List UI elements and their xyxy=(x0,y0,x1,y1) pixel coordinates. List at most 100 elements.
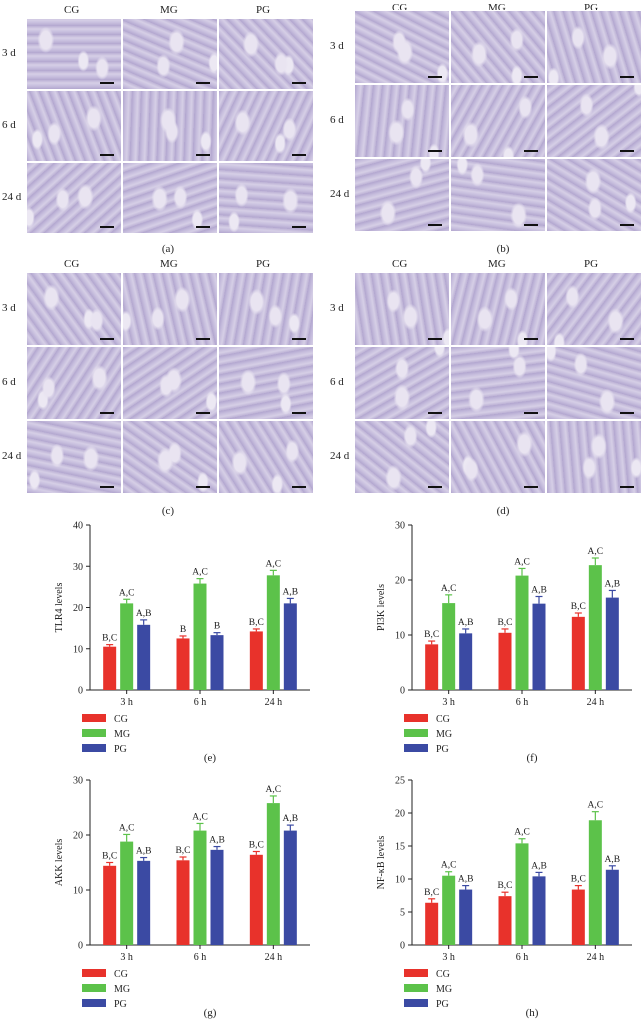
legend-swatch xyxy=(82,984,106,992)
scale-bar xyxy=(428,486,442,488)
bar-pg xyxy=(532,876,546,945)
row-label: 3 d xyxy=(330,40,344,52)
legend-swatch xyxy=(82,714,106,722)
significance-label: A,C xyxy=(514,828,530,838)
bar-pg xyxy=(283,830,297,945)
row-label: 24 d xyxy=(330,188,350,200)
legend-label: CG xyxy=(114,714,128,725)
bar-pg xyxy=(459,633,473,690)
legend-swatch xyxy=(404,744,428,752)
significance-label: A,B xyxy=(283,814,299,824)
bar-cg xyxy=(425,644,439,690)
legend-label: CG xyxy=(436,969,450,980)
bar-pg xyxy=(137,860,151,945)
significance-label: A,C xyxy=(588,801,604,811)
micrograph-tile xyxy=(450,84,546,158)
scale-bar xyxy=(100,412,114,414)
bar-mg xyxy=(266,575,280,690)
micrograph-tile xyxy=(26,420,122,494)
x-tick-label: 3 h xyxy=(120,952,133,963)
significance-label: B xyxy=(214,622,220,632)
scale-bar xyxy=(524,224,538,226)
scale-bar xyxy=(428,76,442,78)
bar-mg xyxy=(442,603,456,690)
scale-bar xyxy=(428,412,442,414)
row-label: 24 d xyxy=(2,191,22,203)
legend-label: MG xyxy=(114,729,130,740)
panel-caption: (b) xyxy=(496,243,510,255)
legend-swatch xyxy=(404,969,428,977)
scale-bar xyxy=(524,486,538,488)
x-tick-label: 3 h xyxy=(120,697,133,708)
legend-swatch xyxy=(82,999,106,1007)
bar-mg xyxy=(120,841,134,945)
bar-cg xyxy=(176,860,190,945)
significance-label: B xyxy=(180,625,186,635)
x-tick-label: 6 h xyxy=(516,952,529,963)
scale-bar xyxy=(428,150,442,152)
bar-pg xyxy=(605,597,619,690)
row-label: 6 d xyxy=(2,119,16,131)
significance-label: A,B xyxy=(531,586,547,596)
legend-label: PG xyxy=(436,744,449,755)
column-label: CG xyxy=(392,258,408,270)
bar-pg xyxy=(137,624,151,690)
significance-label: A,C xyxy=(119,588,135,598)
micrograph-tile xyxy=(354,158,450,232)
micrograph-tile xyxy=(122,162,218,234)
scale-bar xyxy=(292,486,306,488)
micrograph-tile xyxy=(546,420,642,494)
scale-bar xyxy=(292,82,306,84)
row-label: 3 d xyxy=(330,302,344,314)
bar-cg xyxy=(249,854,263,945)
bar-mg xyxy=(442,875,456,945)
y-tick-label: 30 xyxy=(73,776,83,787)
column-label: MG xyxy=(160,258,178,270)
legend-swatch xyxy=(404,999,428,1007)
micrograph-tile xyxy=(354,420,450,494)
scale-bar xyxy=(620,486,634,488)
bar-cg xyxy=(103,865,117,945)
y-axis-label: AKK levels xyxy=(54,839,65,887)
column-label: PG xyxy=(584,258,599,270)
y-tick-label: 5 xyxy=(400,908,405,919)
micrograph-tile xyxy=(546,346,642,420)
micrograph-tile xyxy=(26,90,122,162)
significance-label: A,C xyxy=(192,812,208,822)
significance-label: A,B xyxy=(209,836,225,846)
micrograph-tile xyxy=(546,158,642,232)
panel-caption: (f) xyxy=(527,752,538,764)
y-axis-label: NF-κB levels xyxy=(376,836,387,890)
bar-mg xyxy=(193,830,207,945)
significance-label: A,C xyxy=(119,823,135,833)
row-label: 24 d xyxy=(2,450,22,462)
bar-cg xyxy=(571,889,585,945)
scale-bar xyxy=(524,150,538,152)
significance-label: B,C xyxy=(424,888,439,898)
bar-chart: 0 10 20 30 40 TLR4 levels 3 h B,C A,C A,B 6 h B A,C B… xyxy=(54,521,310,764)
bar-cg xyxy=(571,616,585,690)
micrograph-tile xyxy=(354,272,450,346)
column-label: CG xyxy=(64,4,80,16)
panel-caption: (h) xyxy=(526,1007,539,1019)
micrograph-tile xyxy=(546,84,642,158)
significance-label: B,C xyxy=(571,875,586,885)
scale-bar xyxy=(100,486,114,488)
legend-swatch xyxy=(404,984,428,992)
micrograph-tile xyxy=(122,346,218,420)
significance-label: A,B xyxy=(531,861,547,871)
legend-label: PG xyxy=(436,999,449,1010)
significance-label: A,B xyxy=(605,579,621,589)
scale-bar xyxy=(620,224,634,226)
y-tick-label: 0 xyxy=(78,686,83,697)
bar-mg xyxy=(515,843,529,945)
panel-caption: (a) xyxy=(161,243,175,255)
bar-cg xyxy=(425,902,439,945)
scale-bar xyxy=(620,412,634,414)
micrograph-tile xyxy=(546,272,642,346)
legend-label: CG xyxy=(436,714,450,725)
micrograph-tile xyxy=(354,346,450,420)
y-tick-label: 15 xyxy=(395,842,405,853)
micrograph-tile xyxy=(450,272,546,346)
